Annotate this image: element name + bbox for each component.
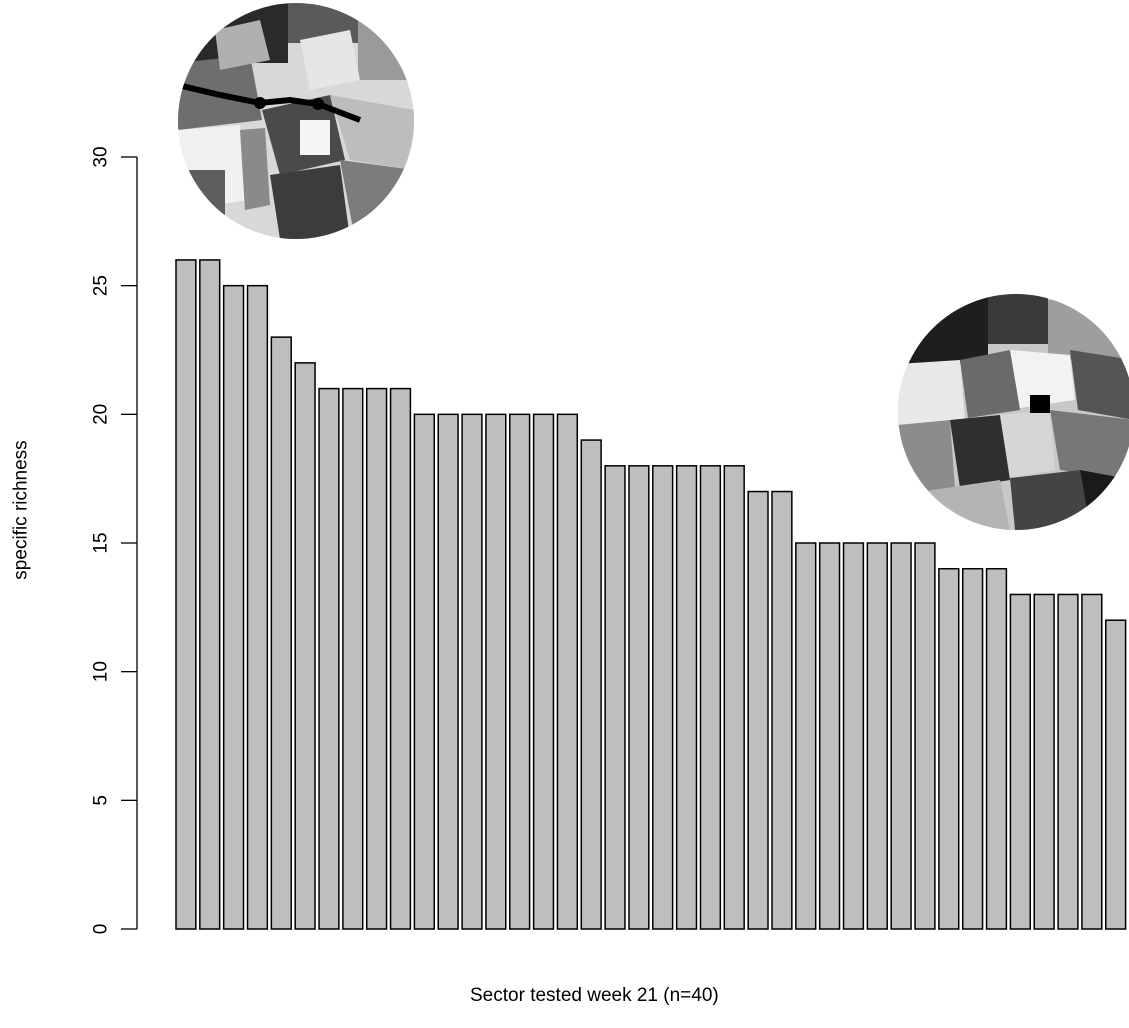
bar xyxy=(294,362,316,930)
landscape-map-image-1 xyxy=(178,3,414,239)
bar xyxy=(461,413,483,930)
bar xyxy=(795,542,817,930)
bar xyxy=(246,284,269,930)
y-tick-label: 30 xyxy=(91,146,112,167)
bar xyxy=(389,387,412,930)
y-axis: 0 5 10 15 20 25 30 xyxy=(91,146,138,934)
bar xyxy=(413,413,435,930)
bar xyxy=(1081,593,1103,930)
bar xyxy=(270,336,292,930)
bar xyxy=(866,542,888,930)
bar xyxy=(1057,593,1079,930)
bar xyxy=(914,542,936,930)
y-tick-label: 5 xyxy=(91,795,112,806)
bar xyxy=(509,413,531,930)
y-tick-label: 10 xyxy=(91,661,112,682)
y-tick-label: 25 xyxy=(91,275,112,296)
landscape-map-image-2 xyxy=(898,294,1129,530)
bar xyxy=(318,387,340,930)
bar xyxy=(437,413,459,930)
bar xyxy=(771,490,793,930)
bar xyxy=(652,465,674,930)
bar xyxy=(556,413,579,930)
bar xyxy=(842,542,865,930)
bar xyxy=(747,490,769,930)
bars xyxy=(175,259,1127,930)
bar xyxy=(199,259,221,930)
bar xyxy=(485,413,507,930)
bar xyxy=(1009,593,1031,930)
bar xyxy=(175,259,197,930)
y-tick-label: 20 xyxy=(91,404,112,425)
bar xyxy=(699,465,722,930)
bar xyxy=(985,567,1008,930)
bar xyxy=(580,439,602,930)
bar xyxy=(723,465,745,930)
y-tick-label: 0 xyxy=(91,924,112,935)
bar xyxy=(365,387,388,930)
y-tick-label: 15 xyxy=(91,532,112,553)
x-axis-label: Sector tested week 21 (n=40) xyxy=(470,985,719,1006)
bar xyxy=(628,465,650,930)
bar xyxy=(961,567,984,930)
bar xyxy=(532,413,555,930)
bar xyxy=(890,542,912,930)
bar xyxy=(818,542,841,930)
bar xyxy=(1033,593,1055,930)
bar xyxy=(1105,619,1127,930)
bar xyxy=(604,465,626,930)
y-axis-label: specific richness xyxy=(11,440,33,580)
bar xyxy=(342,387,364,930)
bar xyxy=(222,284,245,930)
bar xyxy=(675,465,698,930)
bar xyxy=(938,567,960,930)
